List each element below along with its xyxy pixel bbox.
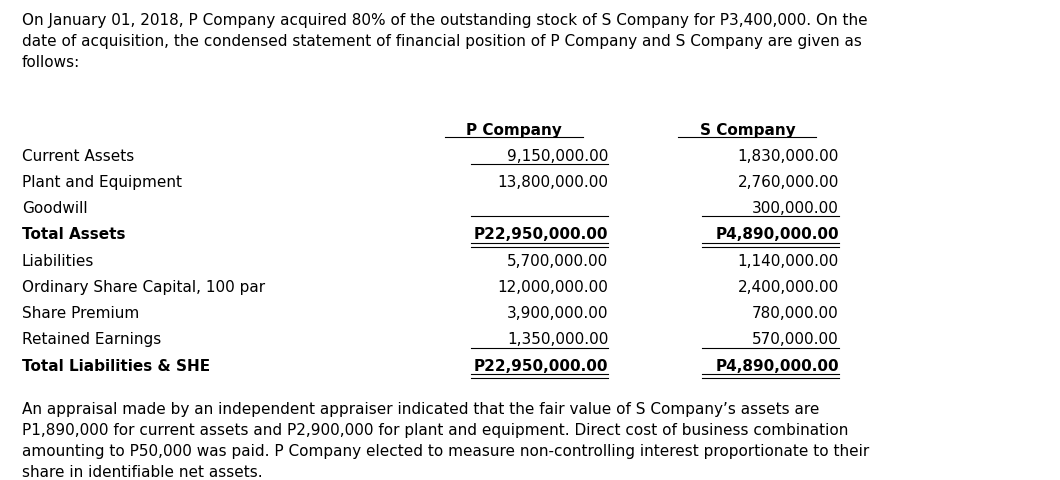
Text: P4,890,000.00: P4,890,000.00 xyxy=(716,227,838,242)
Text: P Company: P Company xyxy=(466,123,562,138)
Text: Retained Earnings: Retained Earnings xyxy=(21,332,161,347)
Text: S Company: S Company xyxy=(700,123,795,138)
Text: Total Liabilities & SHE: Total Liabilities & SHE xyxy=(21,358,210,373)
Text: P22,950,000.00: P22,950,000.00 xyxy=(474,358,608,373)
Text: Liabilities: Liabilities xyxy=(21,253,94,268)
Text: An appraisal made by an independent appraiser indicated that the fair value of S: An appraisal made by an independent appr… xyxy=(21,401,869,479)
Text: 3,900,000.00: 3,900,000.00 xyxy=(507,305,608,321)
Text: 5,700,000.00: 5,700,000.00 xyxy=(507,253,608,268)
Text: Ordinary Share Capital, 100 par: Ordinary Share Capital, 100 par xyxy=(21,279,265,294)
Text: 2,760,000.00: 2,760,000.00 xyxy=(738,175,838,190)
Text: 1,140,000.00: 1,140,000.00 xyxy=(738,253,838,268)
Text: Plant and Equipment: Plant and Equipment xyxy=(21,175,181,190)
Text: P4,890,000.00: P4,890,000.00 xyxy=(716,358,838,373)
Text: 300,000.00: 300,000.00 xyxy=(752,201,838,216)
Text: 9,150,000.00: 9,150,000.00 xyxy=(507,148,608,163)
Text: 780,000.00: 780,000.00 xyxy=(752,305,838,321)
Text: Current Assets: Current Assets xyxy=(21,148,134,163)
Text: On January 01, 2018, P Company acquired 80% of the outstanding stock of S Compan: On January 01, 2018, P Company acquired … xyxy=(21,13,867,70)
Text: 570,000.00: 570,000.00 xyxy=(752,332,838,347)
Text: P22,950,000.00: P22,950,000.00 xyxy=(474,227,608,242)
Text: 2,400,000.00: 2,400,000.00 xyxy=(738,279,838,294)
Text: Goodwill: Goodwill xyxy=(21,201,87,216)
Text: 12,000,000.00: 12,000,000.00 xyxy=(497,279,608,294)
Text: Total Assets: Total Assets xyxy=(21,227,125,242)
Text: 13,800,000.00: 13,800,000.00 xyxy=(497,175,608,190)
Text: Share Premium: Share Premium xyxy=(21,305,139,321)
Text: 1,350,000.00: 1,350,000.00 xyxy=(507,332,608,347)
Text: 1,830,000.00: 1,830,000.00 xyxy=(738,148,838,163)
